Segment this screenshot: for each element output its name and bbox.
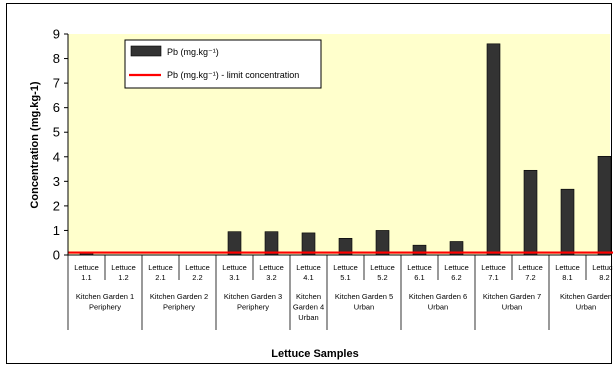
category-label: 1.2 [118,273,128,282]
y-axis-title: Concentration (mg.kg-1) [29,81,41,208]
category-label: Lettuce [296,263,321,272]
y-tick-label: 6 [53,100,60,115]
y-tick-label: 1 [53,223,60,238]
legend-swatch-bar [130,45,162,57]
x-axis-title: Lettuce Samples [271,348,358,360]
pb-bar [560,188,575,256]
y-tick-label: 2 [53,198,60,213]
group-label: Periphery [89,303,121,312]
category-label: 8.2 [599,273,609,282]
group-label: Periphery [237,303,269,312]
category-label: Lettuce [74,263,99,272]
y-tick-label: 9 [53,27,60,42]
pb-bar [375,230,390,256]
group-label: Kitchen Garden 1 [76,292,134,301]
group-label: Periphery [163,303,195,312]
category-label: 2.2 [192,273,202,282]
group-label: Urban [502,303,522,312]
group-label: Kitchen Garden 2 [150,292,208,301]
category-label: 7.2 [525,273,535,282]
category-label: Lettuce [370,263,395,272]
category-label: Lettuce [555,263,580,272]
group-label: Kitchen Garden [560,292,612,301]
category-label: 5.2 [377,273,387,282]
legend-label: Pb (mg.kg⁻¹) - limit concentration [167,70,299,80]
category-label: Lettuce [259,263,284,272]
group-label: Kitchen Garden 7 [483,292,541,301]
category-label: Lettuce [518,263,543,272]
category-label: 6.1 [414,273,424,282]
category-label: Lettuce [185,263,210,272]
category-label: 1.1 [81,273,91,282]
group-label: Kitchen Garden 6 [409,292,467,301]
y-tick-label: 8 [53,51,60,66]
group-label: Kitchen [296,292,321,301]
group-label: Kitchen Garden 5 [335,292,393,301]
group-label: Urban [298,313,318,322]
group-label: Kitchen Garden 3 [224,292,282,301]
category-label: 4.1 [303,273,313,282]
y-tick-label: 4 [53,149,60,164]
y-tick-label: 3 [53,174,60,189]
category-label: 3.1 [229,273,239,282]
group-label: Urban [576,303,596,312]
category-label: Lettuce [222,263,247,272]
group-label: Urban [354,303,374,312]
category-label: 2.1 [155,273,165,282]
category-label: 6.2 [451,273,461,282]
y-tick-label: 0 [53,248,60,263]
category-label: 8.1 [562,273,572,282]
category-label: Lettuce [444,263,469,272]
legend-label: Pb (mg.kg⁻¹) [167,47,219,57]
y-tick-label: 7 [53,76,60,91]
group-label: Garden 4 [293,303,324,312]
category-label: 5.1 [340,273,350,282]
category-label: 3.2 [266,273,276,282]
category-label: Lettuce [333,263,358,272]
y-tick-label: 5 [53,125,60,140]
category-label: Lettuce [481,263,506,272]
category-label: Lettuce [148,263,173,272]
category-label: Lettuce [592,263,613,272]
pb-bar [486,43,501,256]
pb-bar [523,169,538,256]
category-label: Lettuce [111,263,136,272]
group-label: Urban [428,303,448,312]
pb-bar [597,155,612,256]
category-label: Lettuce [407,263,432,272]
category-label: 7.1 [488,273,498,282]
